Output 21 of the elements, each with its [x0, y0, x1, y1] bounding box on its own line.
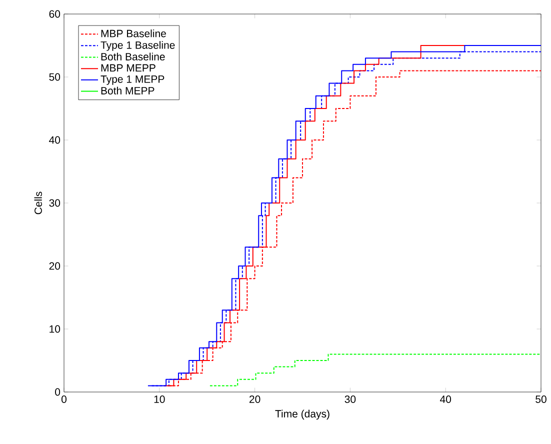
x-tick-label: 30: [344, 396, 356, 403]
y-tick-label: 50: [49, 73, 60, 81]
x-tick-label: 20: [249, 396, 260, 403]
y-axis-title: Cells: [34, 192, 42, 214]
y-tick-label: 20: [49, 262, 60, 270]
legend-label: Both Baseline: [101, 52, 165, 60]
x-tick-label: 0: [61, 396, 67, 403]
y-tick-label: 60: [49, 10, 60, 18]
x-tick-label: 10: [154, 396, 165, 403]
y-tick-label: 0: [55, 388, 60, 396]
legend-label: MBP MEPP: [101, 64, 156, 72]
y-tick-label: 10: [50, 325, 60, 333]
x-tick-label: 50: [536, 396, 546, 403]
y-tick-label: 30: [49, 199, 60, 207]
legend-label: MBP Baseline: [101, 30, 166, 38]
legend-label: Both MEPP: [101, 86, 154, 94]
legend-label: Type 1 Baseline: [100, 41, 175, 51]
legend-label: Type 1 MEPP: [100, 76, 164, 85]
x-tick-label: 40: [440, 396, 452, 403]
y-tick-label: 40: [49, 136, 60, 144]
x-axis-title: Time (days): [275, 410, 330, 420]
